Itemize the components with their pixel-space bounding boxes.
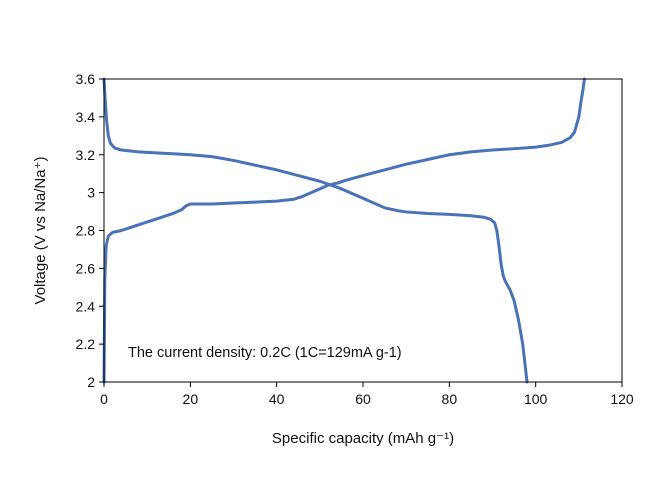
x-tick-label: 80: [442, 391, 458, 407]
x-tick-label: 40: [269, 391, 285, 407]
y-tick-label: 3: [87, 185, 95, 201]
y-tick-label: 3.4: [76, 109, 96, 125]
plot-frame: [103, 78, 623, 383]
curve-group: [102, 77, 586, 384]
x-axis-label: Specific capacity (mAh g⁻¹): [272, 430, 454, 447]
y-tick-label: 2.4: [76, 298, 96, 314]
y-tick-label: 3.2: [76, 147, 96, 163]
y-tick-label: 2.6: [76, 260, 96, 276]
x-tick-label: 100: [524, 391, 548, 407]
y-tick-label: 2: [87, 374, 95, 390]
charge-curve: [102, 77, 586, 384]
y-tick-label: 2.2: [76, 336, 96, 352]
y-axis-label: Voltage (V vs Na/Na⁺): [32, 157, 49, 305]
x-tick-label: 120: [610, 391, 634, 407]
tick-group: 0 20 40 60 80 100 120 2 2.2 2.4 2.6 2.8 3 3.2 3.4 3.6: [76, 71, 634, 407]
x-tick-label: 0: [100, 391, 108, 407]
x-tick-label: 20: [183, 391, 199, 407]
x-tick-label: 60: [355, 391, 371, 407]
current-density-annotation: The current density: 0.2C (1C=129mA g-1): [128, 345, 402, 361]
y-tick-label: 2.8: [76, 223, 96, 239]
y-tick-label: 3.6: [76, 71, 96, 87]
discharge-curve: [102, 77, 529, 384]
